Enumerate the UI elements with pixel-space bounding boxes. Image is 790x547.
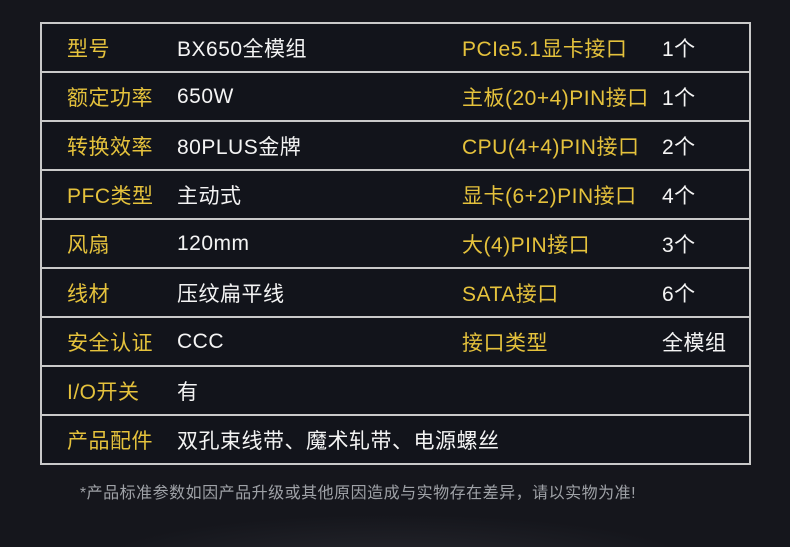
spec-label-left: I/O开关 <box>67 380 140 404</box>
spec-label-left: PFC类型 <box>67 184 154 208</box>
spec-value-left: BX650全模组 <box>177 37 308 61</box>
spec-label-left: 型号 <box>67 37 110 61</box>
spec-row-accessories: 产品配件 双孔束线带、魔术轧带、电源螺丝 <box>42 416 749 463</box>
spec-label-right: 接口类型 <box>462 331 548 355</box>
spec-label-right: 大(4)PIN接口 <box>462 233 591 257</box>
spec-row-certification: 安全认证 CCC 接口类型 全模组 <box>42 318 749 367</box>
spec-value-right: 4个 <box>662 184 696 208</box>
spec-value-right: 2个 <box>662 135 696 159</box>
spec-label-left: 风扇 <box>67 233 110 257</box>
spec-label-right: PCIe5.1显卡接口 <box>462 37 628 61</box>
spec-row-fan: 风扇 120mm 大(4)PIN接口 3个 <box>42 220 749 269</box>
spec-row-rated-power: 额定功率 650W 主板(20+4)PIN接口 1个 <box>42 73 749 122</box>
spec-value-left: 双孔束线带、魔术轧带、电源螺丝 <box>177 429 500 453</box>
footer-disclaimer: *产品标准参数如因产品升级或其他原因造成与实物存在差异，请以实物为准! <box>79 485 637 502</box>
spec-value-right: 1个 <box>662 86 696 110</box>
spec-value-right: 3个 <box>662 233 696 257</box>
spec-row-efficiency: 转换效率 80PLUS金牌 CPU(4+4)PIN接口 2个 <box>42 122 749 171</box>
spec-value-right: 1个 <box>662 37 696 61</box>
spec-label-right: SATA接口 <box>462 282 559 306</box>
spec-value-left: 650W <box>177 84 234 108</box>
spec-value-left: 压纹扁平线 <box>177 282 285 306</box>
spec-value-left: 80PLUS金牌 <box>177 135 302 159</box>
spec-label-left: 额定功率 <box>67 86 153 110</box>
spec-row-io-switch: I/O开关 有 <box>42 367 749 416</box>
spec-label-left: 产品配件 <box>67 429 153 453</box>
spec-value-left: 120mm <box>177 231 250 255</box>
spec-value-left: 主动式 <box>177 184 242 208</box>
spec-label-right: 显卡(6+2)PIN接口 <box>462 184 637 208</box>
spec-label-right: CPU(4+4)PIN接口 <box>462 135 640 159</box>
spec-value-right: 全模组 <box>662 331 727 355</box>
spec-row-cables: 线材 压纹扁平线 SATA接口 6个 <box>42 269 749 318</box>
spec-value-left: 有 <box>177 380 199 404</box>
spec-table: 型号 BX650全模组 PCIe5.1显卡接口 1个 额定功率 650W 主板(… <box>40 22 751 465</box>
spec-row-model: 型号 BX650全模组 PCIe5.1显卡接口 1个 <box>42 24 749 73</box>
spec-label-left: 安全认证 <box>67 331 153 355</box>
spec-value-right: 6个 <box>662 282 696 306</box>
spec-value-left: CCC <box>177 329 224 353</box>
spec-label-right: 主板(20+4)PIN接口 <box>462 86 649 110</box>
spec-label-left: 线材 <box>67 282 110 306</box>
spec-label-left: 转换效率 <box>67 135 153 159</box>
spec-row-pfc-type: PFC类型 主动式 显卡(6+2)PIN接口 4个 <box>42 171 749 220</box>
